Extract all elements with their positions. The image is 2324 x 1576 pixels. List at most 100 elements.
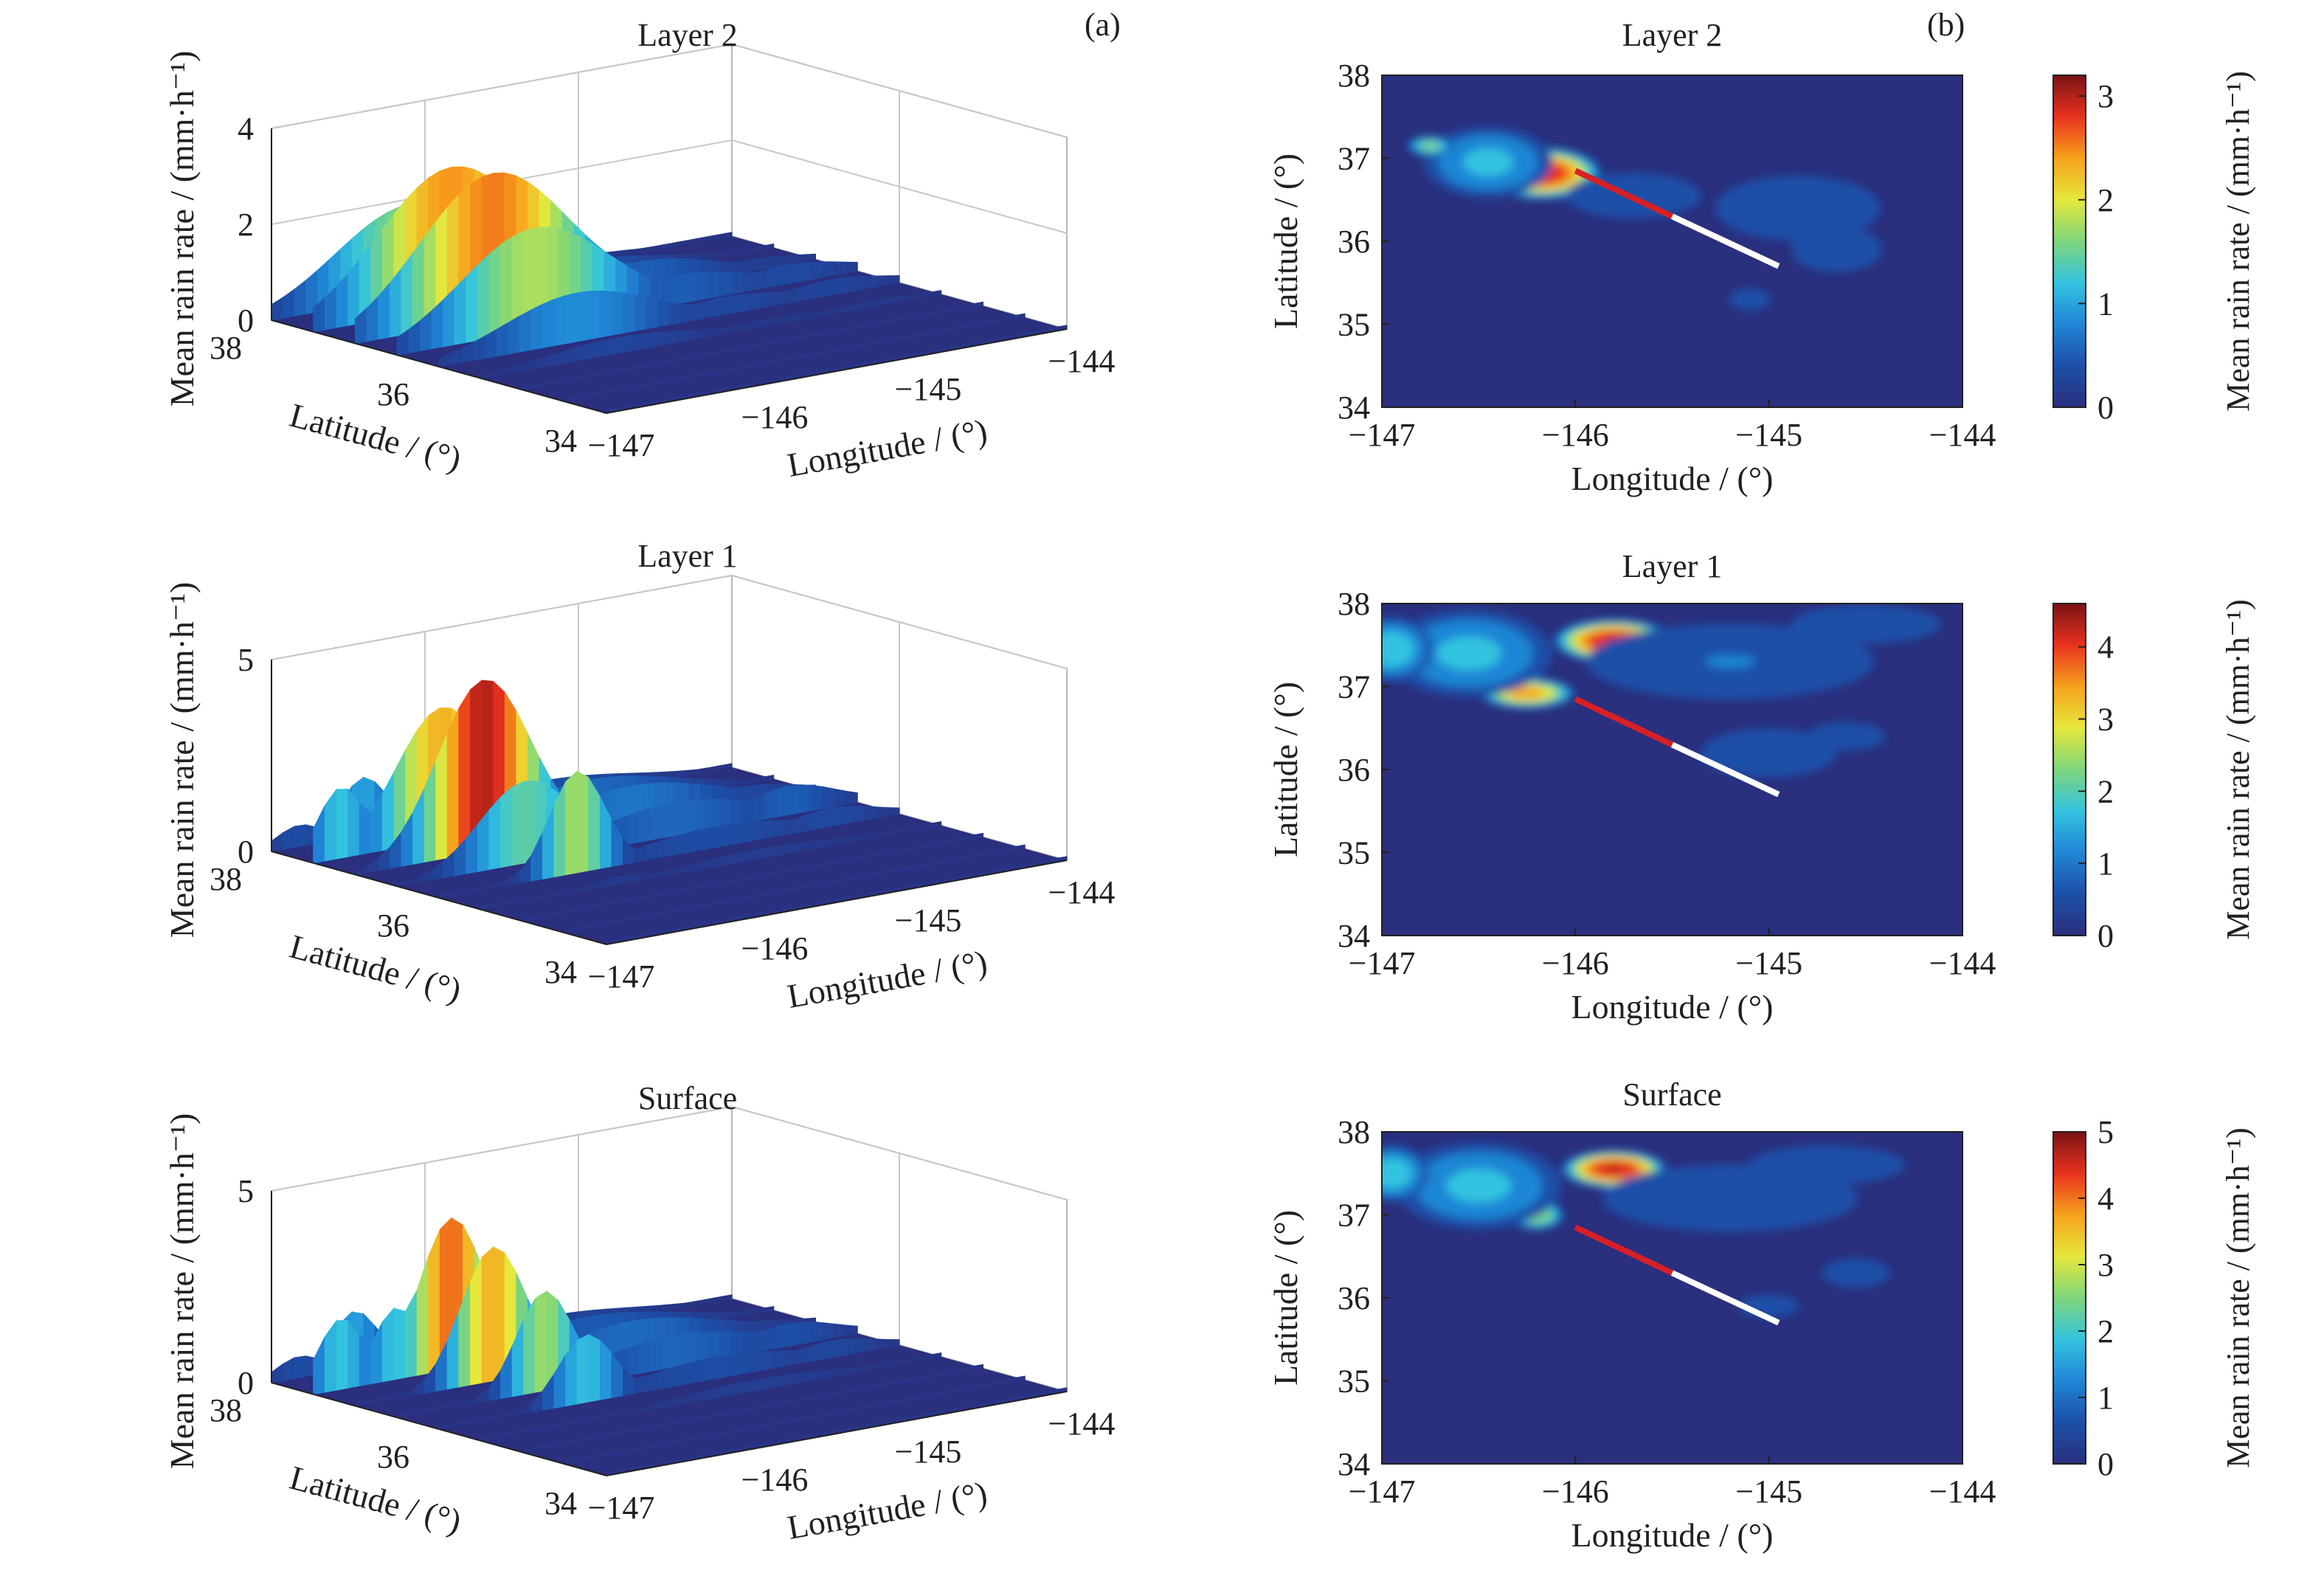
surface-facet (772, 1350, 785, 1369)
surface-facet (630, 333, 643, 352)
x-axis-label: Longitude / (°) (784, 412, 990, 484)
surface-facet (359, 802, 372, 855)
surface-facet (829, 277, 843, 296)
surface-facet (676, 330, 689, 343)
surface-facet (738, 821, 750, 844)
surface-facet (876, 275, 888, 288)
colorbar (2052, 603, 2086, 936)
surface-facet (834, 261, 847, 276)
surface-facet (761, 1305, 775, 1313)
surface-facet (641, 332, 654, 350)
surface-facet (393, 1307, 407, 1380)
surface-facet (753, 1330, 766, 1353)
y-tick-label: 37 (1338, 1197, 1370, 1234)
surface-facet (649, 1337, 663, 1372)
surface-facet (271, 832, 284, 852)
axis-edge (271, 319, 1068, 415)
surface-facet (929, 289, 942, 297)
surface-facet (488, 795, 502, 871)
surface-facet (446, 708, 460, 859)
surface-facet (719, 271, 732, 297)
y-axis-label: Latitude / (°) (286, 927, 465, 1009)
z-tick-label: 5 (238, 1173, 254, 1209)
x-tick-label: −146 (741, 930, 809, 967)
surface-facet (565, 770, 578, 876)
x-tick-label: −145 (1735, 1473, 1802, 1510)
rain-contour (1607, 1167, 1621, 1172)
y-axis-label: Latitude / (°) (286, 1459, 465, 1541)
surface-facet (784, 818, 797, 836)
z-grid-line (271, 574, 1068, 669)
surface-facet (791, 1372, 804, 1385)
surface-facet (761, 820, 773, 840)
surface-facet (638, 807, 651, 843)
surface-facet (741, 1331, 755, 1355)
z-tick-label: 2 (238, 207, 254, 243)
surface-facet (691, 829, 705, 852)
surface-facet (791, 842, 804, 854)
x-tick-label: −144 (1048, 343, 1116, 379)
surface-facet (534, 1290, 547, 1393)
surface-facet (294, 279, 307, 317)
z-axis-label: Mean rain rate / (mm·h⁻¹) (163, 51, 201, 407)
surface-facet (623, 292, 635, 333)
surface-facet (576, 770, 589, 874)
surface-facet (864, 275, 877, 290)
contour-panel-0: Layer 2 −147 −146 −145 −144 Longitude / (°) 34… (1267, 17, 2256, 497)
surface-facet (588, 290, 601, 340)
surface-facet (829, 1338, 843, 1358)
surface-facet (768, 845, 781, 858)
surface-facet (834, 1323, 847, 1338)
rain-contour (1463, 148, 1514, 176)
surface-facet (758, 256, 770, 271)
surface-facet (722, 1383, 735, 1397)
surface-facet (1013, 313, 1026, 320)
surface-facet (573, 345, 585, 362)
surface-facet (761, 243, 775, 251)
surface-facet (761, 291, 773, 308)
z-tick-label: 0 (238, 303, 254, 339)
rain-contour (1509, 688, 1545, 699)
z-axis-label: Mean rain rate / (mm·h⁻¹) (163, 1113, 201, 1470)
surface-facet (673, 801, 685, 837)
rain-field (1382, 604, 1941, 778)
surface-facet (599, 290, 612, 338)
surface-facet (799, 784, 812, 814)
surface-facet (668, 302, 682, 325)
surface-facet (576, 1334, 589, 1405)
x-tick-label: −147 (588, 958, 655, 995)
colorbar-tick-label: 4 (2098, 1181, 2114, 1217)
x-tick-label: −145 (1735, 945, 1802, 981)
surface-facet (887, 274, 900, 286)
colorbar-tick-label: 1 (2098, 846, 2114, 882)
surface-facet (887, 1338, 900, 1348)
surface-facet (696, 798, 708, 832)
surface-facet (864, 1338, 877, 1352)
y-tick-label: 36 (377, 1439, 409, 1475)
surface-facet (769, 255, 782, 269)
surface-facet (741, 272, 755, 293)
axis-edge (271, 1382, 1068, 1477)
rain-contour (1382, 632, 1414, 667)
track-white-segment (1670, 742, 1780, 798)
surface-facet (646, 297, 658, 330)
x-tick-label: −145 (1735, 417, 1802, 453)
y-tick-label: 34 (544, 954, 577, 990)
surface-facet (741, 798, 755, 824)
rain-contour (1382, 1158, 1412, 1189)
surface-facet (428, 1229, 440, 1374)
surface-facet (818, 1340, 831, 1361)
surface-facet (488, 243, 502, 339)
surface-facet (887, 807, 900, 817)
surface-facet (806, 281, 820, 300)
surface-facet (719, 763, 733, 770)
surface-facet (764, 266, 778, 288)
surface-facet (519, 309, 532, 353)
surface-facet (313, 1336, 325, 1395)
surface-facet (481, 1245, 494, 1383)
surface-facet (324, 788, 337, 862)
surface-facet (822, 261, 835, 278)
x-tick-label: −146 (1542, 417, 1609, 453)
contour-title: Layer 2 (1622, 17, 1723, 53)
